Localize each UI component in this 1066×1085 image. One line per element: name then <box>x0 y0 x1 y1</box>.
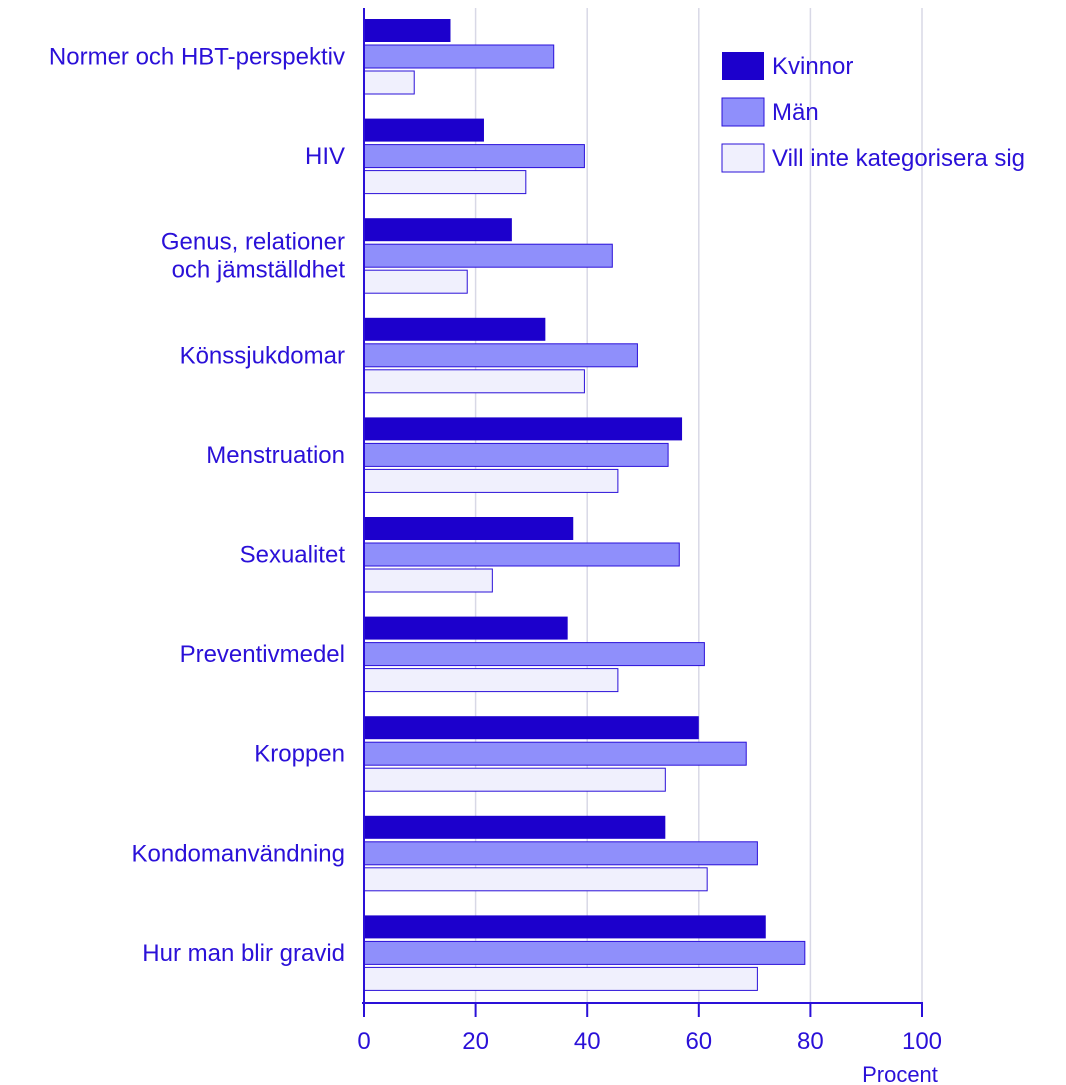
axes <box>362 8 923 1017</box>
bar <box>363 44 555 69</box>
x-tick-label: 40 <box>574 1028 601 1055</box>
category-labels: Normer och HBT-perspektiv HIV Genus, relat… <box>49 44 345 967</box>
x-tick-label: 80 <box>797 1028 824 1055</box>
category-label: HIV <box>305 143 345 170</box>
bar <box>363 144 585 169</box>
bar <box>363 841 758 866</box>
bar <box>364 417 683 441</box>
bar <box>364 815 666 839</box>
category-label: Hur man blir gravid <box>142 940 345 967</box>
bar <box>364 517 574 540</box>
bar <box>363 468 619 493</box>
legend-swatch <box>721 143 765 173</box>
category-label: Preventivmedel <box>180 641 345 668</box>
category-label: Kroppen <box>254 741 345 768</box>
x-tick-label: 60 <box>685 1028 712 1055</box>
bar <box>364 716 699 740</box>
legend: Kvinnor Män Vill inte kategorisera sig <box>721 52 1025 173</box>
bar <box>364 218 512 242</box>
bar <box>363 668 619 693</box>
bar <box>363 642 705 667</box>
bar <box>363 442 669 467</box>
legend-label: Kvinnor <box>772 53 853 80</box>
category-label: och jämställdhet <box>172 257 346 284</box>
bar <box>363 70 415 95</box>
bar <box>363 966 758 991</box>
legend-label: Vill inte kategorisera sig <box>772 145 1025 172</box>
bar <box>363 269 468 294</box>
bar <box>364 616 568 640</box>
bar <box>363 542 680 567</box>
bar <box>363 867 708 892</box>
bar <box>363 243 613 268</box>
x-tick-labels: 0 20 40 60 80 100 <box>357 1028 942 1055</box>
x-tick-label: 100 <box>902 1028 942 1055</box>
category-label: Normer och HBT-perspektiv <box>49 44 345 71</box>
bars <box>363 19 806 991</box>
category-label: Menstruation <box>206 442 345 469</box>
bar <box>363 741 747 766</box>
x-tick-label: 0 <box>357 1028 370 1055</box>
x-tick-label: 20 <box>462 1028 489 1055</box>
category-label: Genus, relationer <box>161 229 345 256</box>
legend-swatch <box>722 52 764 80</box>
category-label: Kondomanvändning <box>131 840 345 867</box>
bar <box>363 170 527 195</box>
bar <box>364 317 546 341</box>
bar <box>363 767 666 792</box>
x-axis-title: Procent <box>862 1062 938 1085</box>
bar <box>363 369 585 394</box>
bar <box>364 19 451 42</box>
category-label: Sexualitet <box>240 542 346 569</box>
category-label: Könssjukdomar <box>180 342 345 369</box>
bar <box>363 568 493 593</box>
bar <box>364 118 484 142</box>
bar <box>363 343 638 368</box>
bar <box>363 940 806 965</box>
legend-swatch <box>721 97 765 127</box>
bar <box>364 915 766 939</box>
legend-label: Män <box>772 99 819 126</box>
